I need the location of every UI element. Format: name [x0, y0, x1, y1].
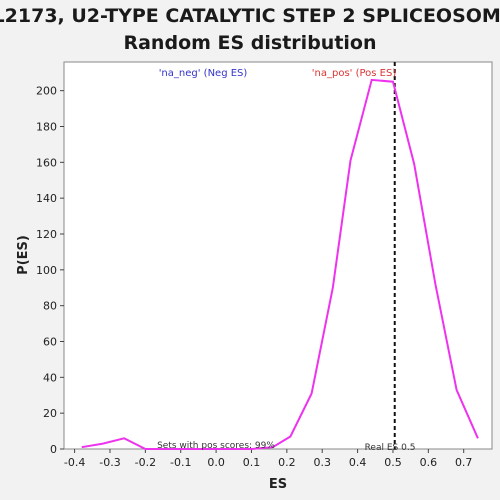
plot-area	[63, 61, 493, 450]
y-tick-label: 120	[36, 228, 57, 241]
neg-es-label: 'na_neg' (Neg ES)	[159, 68, 248, 79]
x-tick-label: -0.3	[99, 456, 120, 469]
y-tick-label: 180	[36, 121, 57, 134]
x-tick-label: -0.1	[170, 456, 191, 469]
y-tick-label: 60	[43, 336, 57, 349]
x-tick-label: 0.7	[455, 456, 473, 469]
y-tick-label: 200	[36, 85, 57, 98]
y-axis: 0 20 40 60 80 100 120 140 160 180 200	[36, 85, 64, 456]
x-tick-label: 0.0	[207, 456, 225, 469]
x-tick-label: 0.1	[243, 456, 261, 469]
chart-title-line1: CL2173, U2-TYPE CATALYTIC STEP 2 SPLICEO…	[0, 5, 500, 27]
y-tick-label: 80	[43, 300, 57, 313]
pos-es-label: 'na_pos' (Pos ES)	[312, 68, 397, 79]
x-tick-label: -0.4	[64, 456, 85, 469]
y-tick-label: 40	[43, 371, 57, 384]
series-line-es-distribution	[81, 78, 479, 450]
y-tick-label: 20	[43, 407, 57, 420]
x-tick-label: -0.2	[135, 456, 156, 469]
y-axis-label: P(ES)	[16, 235, 31, 275]
x-tick-label: 0.5	[384, 456, 402, 469]
x-tick-label: 0.2	[278, 456, 296, 469]
y-tick-label: 100	[36, 264, 57, 277]
y-tick-label: 0	[50, 443, 57, 456]
x-tick-label: 0.4	[349, 456, 367, 469]
y-tick-label: 140	[36, 192, 57, 205]
x-axis: -0.4 -0.3 -0.2 -0.1 0.0 0.1 0.2 0.3 0.4 0.5 0.6 0.7	[64, 449, 473, 469]
sets-with-pos-scores-label: Sets with pos scores: 99%	[157, 441, 275, 451]
y-tick-label: 160	[36, 156, 57, 169]
x-axis-label: ES	[269, 477, 287, 492]
x-tick-label: 0.6	[420, 456, 438, 469]
x-tick-label: 0.3	[313, 456, 331, 469]
real-es-label: Real ES 0.5	[365, 443, 416, 453]
chart-title-line2: Random ES distribution	[123, 32, 376, 54]
